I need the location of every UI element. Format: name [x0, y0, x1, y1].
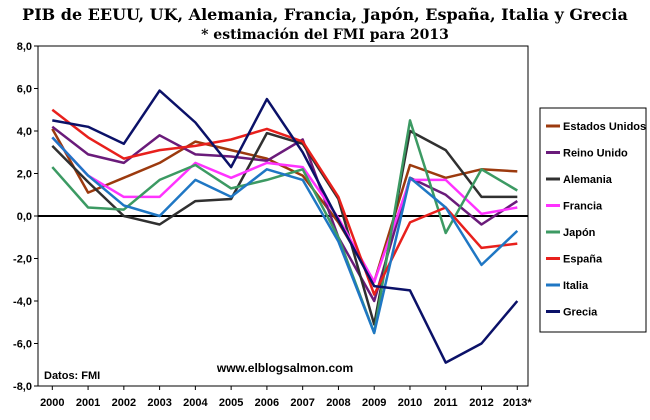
x-tick-label: 2012 — [469, 397, 493, 409]
x-tick-label: 2005 — [219, 397, 243, 409]
legend-label: Estados Unidos — [563, 121, 646, 133]
series-line — [51, 108, 518, 296]
legend-items: Estados Unidos Reino Unido Alemania Francia… — [546, 121, 646, 319]
legend — [539, 107, 647, 333]
legend-label: Alemania — [563, 174, 613, 186]
y-tick-label: -2,0 — [13, 254, 32, 266]
series-line — [51, 129, 518, 326]
legend-label: España — [563, 254, 603, 266]
y-axis-ticks: 8,0 6,0 4,0 2,0 0,0 -2,0 -4,0 -6,0 -8,0 — [13, 41, 38, 393]
x-tick-label: 2002 — [112, 397, 136, 409]
x-tick-label: 2008 — [326, 397, 350, 409]
series-line — [51, 136, 519, 335]
legend-label: Reino Unido — [563, 148, 628, 160]
series-line — [51, 136, 518, 284]
y-tick-label: 4,0 — [17, 126, 32, 138]
x-axis-ticks: 2000 2001 2002 2003 2004 2005 2006 2007 2008 2009… — [40, 386, 532, 409]
y-tick-label: 0,0 — [17, 211, 32, 223]
x-tick-label: 2011 — [434, 397, 458, 409]
chart-subtitle: * estimación del FMI para 2013 — [201, 27, 449, 43]
series-line — [51, 128, 518, 284]
watermark: www.elblogsalmon.com — [216, 361, 353, 375]
y-tick-label: -4,0 — [13, 296, 32, 308]
legend-label: Italia — [563, 280, 589, 292]
source-note: Datos: FMI — [44, 370, 100, 382]
x-tick-label: 2013* — [503, 397, 532, 409]
y-tick-label: -6,0 — [13, 339, 32, 351]
legend-label: Francia — [563, 201, 603, 213]
x-tick-label: 2006 — [255, 397, 279, 409]
legend-label: Japón — [563, 227, 596, 239]
chart-title: PIB de EEUU, UK, Alemania, Francia, Japó… — [22, 5, 628, 24]
x-tick-label: 2007 — [290, 397, 314, 409]
x-tick-label: 2000 — [40, 397, 64, 409]
x-tick-label: 2003 — [147, 397, 171, 409]
x-tick-label: 2009 — [362, 397, 386, 409]
x-tick-label: 2010 — [398, 397, 422, 409]
y-tick-label: -8,0 — [13, 381, 32, 393]
y-tick-label: 8,0 — [17, 41, 32, 53]
series-line — [52, 89, 519, 364]
y-tick-label: 6,0 — [17, 84, 32, 96]
y-tick-label: 2,0 — [17, 169, 32, 181]
series-lines — [51, 89, 519, 364]
x-tick-label: 2004 — [183, 397, 208, 409]
x-tick-label: 2001 — [76, 397, 100, 409]
legend-label: Grecia — [563, 307, 598, 319]
